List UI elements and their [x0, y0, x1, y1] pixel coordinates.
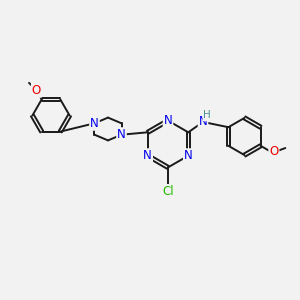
Text: N: N — [90, 117, 99, 130]
Text: H: H — [203, 110, 211, 120]
Text: N: N — [184, 149, 193, 162]
Text: N: N — [117, 128, 126, 141]
Text: N: N — [164, 114, 172, 127]
Text: N: N — [143, 149, 152, 162]
Text: O: O — [269, 145, 278, 158]
Text: Cl: Cl — [162, 185, 174, 198]
Text: N: N — [199, 116, 207, 128]
Text: O: O — [32, 84, 41, 97]
